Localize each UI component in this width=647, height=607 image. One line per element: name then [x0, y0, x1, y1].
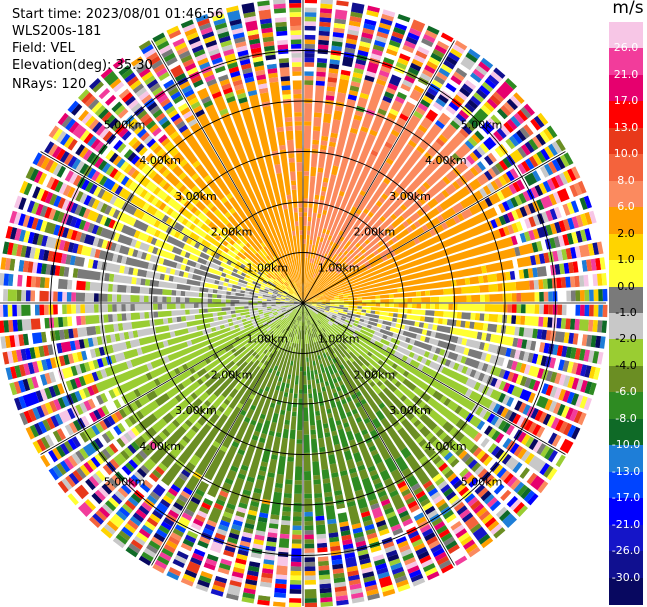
ring-label: 2.00km	[354, 226, 396, 239]
range-grid	[0, 0, 606, 606]
ring-label: 1.00km	[247, 261, 289, 274]
velocity-gates	[14, 0, 599, 599]
colorbar-segment	[609, 498, 643, 526]
colorbar-segment	[609, 313, 643, 341]
colorbar-segment	[609, 127, 643, 155]
ring-label: 5.00km	[461, 476, 503, 489]
colorbar-tick-label: 0.0	[617, 279, 635, 293]
velocity-gates	[0, 3, 601, 603]
ring-label: 5.00km	[461, 119, 503, 132]
colorbar-tick-label: -17.0	[611, 491, 641, 505]
colorbar-tick-label: 1.0	[617, 253, 635, 267]
colorbar-tick-label: 21.0	[613, 67, 639, 81]
ring-label: 3.00km	[389, 404, 431, 417]
colorbar-tick-label: 8.0	[617, 173, 635, 187]
colorbar-tick-label: 2.0	[617, 226, 635, 240]
ring-label: 4.00km	[425, 440, 467, 453]
site-label: WLS200s-181	[12, 24, 102, 39]
ring-label: 1.00km	[318, 261, 360, 274]
colorbar-tick-label: -6.0	[615, 385, 637, 399]
colorbar-tick-label: -2.0	[615, 332, 637, 346]
velocity-gates	[7, 7, 590, 607]
colorbar-segment	[609, 392, 643, 420]
colorbar: 26.0 21.0 17.0 13.0 10.0 8.0 6.0 2.0 1.0 0.0 -1.0 -…	[609, 22, 643, 605]
colorbar-segment	[609, 339, 643, 367]
colorbar-segment	[609, 154, 643, 182]
range-ring	[100, 100, 506, 506]
ring-label: 1.00km	[318, 333, 360, 346]
ring-label: 3.00km	[175, 190, 217, 203]
ring-label: 3.00km	[175, 404, 217, 417]
ring-label: 4.00km	[139, 440, 181, 453]
colorbar-tick-label: -13.0	[611, 464, 641, 478]
ring-label: 2.00km	[354, 368, 396, 381]
ring-labels: 1.00km 1.00km 1.00km 1.00km 2.00km 2.00km 2.00…	[104, 119, 503, 489]
range-ring	[151, 151, 455, 455]
colorbar-segment	[609, 551, 643, 579]
ring-label: 2.00km	[211, 226, 253, 239]
colorbar-tick-label: -1.0	[615, 306, 637, 319]
colorbar-tick-label: -30.0	[611, 570, 641, 584]
nrays-label: NRays: 120	[12, 77, 87, 92]
colorbar-tick-label: 17.0	[613, 94, 639, 108]
colorbar-segment	[609, 48, 643, 76]
colorbar-tick-label: -10.0	[611, 438, 641, 452]
ring-label: 4.00km	[425, 154, 467, 167]
colorbar-segment	[609, 260, 643, 288]
colorbar-unit: m/s	[612, 0, 644, 18]
colorbar-segment	[609, 207, 643, 235]
colorbar-tick-label: -21.0	[611, 517, 641, 531]
colorbar-segment	[609, 577, 643, 605]
velocity-gates	[9, 11, 581, 602]
scan-metadata: Start time: 2023/08/01 01:46:56 WLS200s-…	[12, 6, 223, 93]
range-ring	[50, 50, 556, 556]
colorbar-segment	[609, 180, 643, 208]
colorbar-segment	[609, 365, 643, 393]
velocity-gates	[0, 20, 593, 607]
ring-label: 5.00km	[104, 119, 146, 132]
colorbar-tick-label: 6.0	[617, 200, 635, 214]
ppi-rays	[0, 0, 608, 607]
colorbar-segment	[609, 471, 643, 499]
ring-label: 1.00km	[247, 333, 289, 346]
colorbar-tick-label: 10.0	[613, 147, 639, 161]
ring-label: 2.00km	[211, 368, 253, 381]
colorbar-segment	[609, 74, 643, 102]
colorbar-segment	[609, 445, 643, 473]
colorbar-tick-label: -26.0	[611, 544, 641, 558]
velocity-gates	[4, 13, 604, 597]
colorbar-segment	[609, 22, 643, 50]
colorbar-segment	[609, 418, 643, 446]
colorbar-segment	[609, 286, 643, 314]
colorbar-tick-label: 26.0	[613, 41, 639, 55]
start-time-label: Start time: 2023/08/01 01:46:56	[12, 7, 224, 22]
colorbar-tick-label: 13.0	[613, 120, 639, 134]
range-ring	[201, 201, 405, 405]
elevation-label: Elevation(deg): 35.30	[12, 58, 153, 73]
colorbar-segment	[609, 233, 643, 261]
range-ring	[252, 252, 354, 354]
field-label: Field: VEL	[12, 41, 75, 56]
colorbar-segment	[609, 101, 643, 129]
colorbar-tick-label: -8.0	[615, 411, 637, 425]
ring-label: 3.00km	[389, 190, 431, 203]
ring-label: 4.00km	[139, 154, 181, 167]
colorbar-tick-label: -4.0	[615, 358, 637, 372]
ring-label: 5.00km	[104, 476, 146, 489]
colorbar-segment	[609, 524, 643, 552]
